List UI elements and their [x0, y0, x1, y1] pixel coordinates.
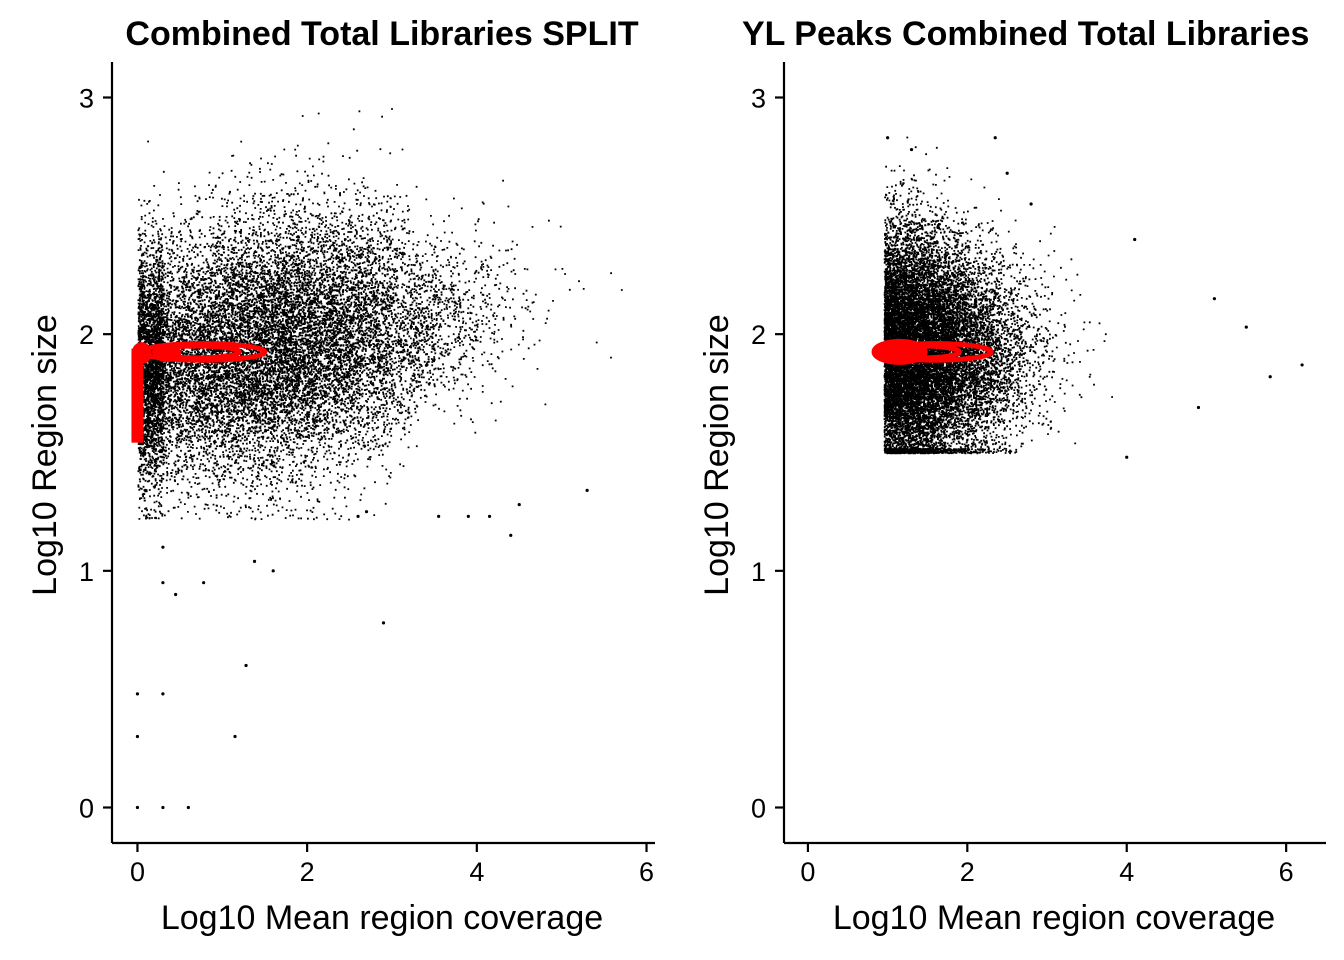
- scatter-point-left-14: [161, 545, 165, 549]
- y-axis-title-right: Log10 Region size: [698, 314, 736, 596]
- y-tick-label-left-0: 0: [79, 794, 94, 824]
- scatter-point-left-4: [233, 734, 237, 739]
- scatter-point-left-2: [186, 805, 190, 810]
- scatter-cloud-right: [883, 136, 1113, 455]
- density-contours-left: [131, 341, 268, 443]
- scatter-point-right-4: [1005, 171, 1009, 175]
- scatter-point-left-22: [364, 510, 369, 514]
- y-tick-label-right-0: 0: [751, 794, 766, 824]
- scatter-point-left-1: [161, 805, 165, 810]
- scatter-point-right-2: [909, 147, 914, 152]
- x-axis-title-left: Log10 Mean region coverage: [161, 899, 603, 937]
- scatter-point-left-17: [517, 502, 521, 507]
- density-core-mid-left: [153, 344, 182, 363]
- y-ticks-right: 0 1 2 3: [751, 84, 784, 824]
- scatter-point-left-12: [252, 559, 257, 563]
- y-tick-label-right-3: 3: [751, 84, 766, 114]
- scatter-point-left-0: [135, 805, 140, 810]
- plot-title-left: Combined Total Libraries SPLIT: [125, 15, 638, 53]
- density-core-bar-left: [131, 348, 144, 443]
- scatter-point-left-11: [202, 581, 206, 585]
- x-tick-label-right-2: 4: [1119, 857, 1134, 887]
- scatter-point-left-10: [174, 592, 178, 597]
- scatter-point-left-18: [437, 514, 441, 519]
- scatter-point-left-7: [244, 663, 248, 668]
- x-tick-label-left-3: 6: [639, 857, 654, 887]
- x-ticks-right: 0 2 4 6: [800, 843, 1294, 887]
- scatter-point-right-6: [1212, 297, 1217, 301]
- x-ticks-left: 0 2 4 6: [130, 843, 654, 887]
- x-tick-label-right-0: 0: [800, 857, 815, 887]
- panel-right: 0 2 4 6 0 1 2 3 YL Peaks Combined Total Librar…: [698, 15, 1326, 937]
- x-tick-label-left-2: 4: [469, 857, 484, 887]
- scatter-point-left-8: [381, 621, 386, 625]
- scatter-cloud-left: [137, 108, 623, 521]
- scatter-point-right-8: [1300, 363, 1304, 367]
- scatter-point-right-10: [1196, 405, 1201, 410]
- density-contours-right: [871, 338, 994, 365]
- x-tick-label-right-1: 2: [960, 857, 975, 887]
- axes-left: 0 2 4 6 0 1 2 3: [79, 62, 655, 887]
- scatter-point-right-3: [1029, 202, 1033, 206]
- scatter-point-right-9: [1268, 375, 1272, 379]
- density-core-left: [131, 342, 152, 365]
- x-tick-label-left-0: 0: [130, 857, 145, 887]
- scatter-point-left-9: [161, 581, 165, 585]
- scatter-point-left-3: [135, 734, 140, 739]
- scatter-point-right-0: [886, 136, 890, 140]
- scatter-point-left-21: [356, 514, 360, 519]
- density-core-right: [871, 338, 928, 365]
- panel-left: 0 2 4 6 0 1 2 3 Combined Total Libraries SPLIT…: [26, 15, 655, 937]
- y-axis-title-left: Log10 Region size: [26, 314, 64, 596]
- scatter-point-right-5: [1133, 237, 1137, 242]
- plot-title-right: YL Peaks Combined Total Libraries: [742, 15, 1309, 53]
- scatter-point-left-6: [161, 692, 165, 696]
- scatter-point-left-5: [135, 692, 140, 696]
- scatter-points-right: [883, 136, 1304, 459]
- scatter-point-left-13: [271, 569, 275, 573]
- axes-right: 0 2 4 6 0 1 2 3: [751, 62, 1326, 887]
- x-tick-label-right-3: 6: [1279, 857, 1294, 887]
- y-ticks-left: 0 1 2 3: [79, 84, 112, 824]
- y-tick-label-right-2: 2: [751, 320, 766, 350]
- scatter-point-left-19: [466, 514, 470, 519]
- scatter-points-left: [135, 108, 623, 810]
- y-tick-label-left-1: 1: [79, 557, 94, 587]
- x-tick-label-left-1: 2: [300, 857, 315, 887]
- scatter-point-right-7: [1244, 325, 1248, 329]
- y-tick-label-left-2: 2: [79, 320, 94, 350]
- scatter-point-left-16: [509, 533, 513, 537]
- scatter-point-left-20: [487, 514, 492, 519]
- y-tick-label-left-3: 3: [79, 84, 94, 114]
- x-axis-title-right: Log10 Mean region coverage: [833, 899, 1275, 937]
- y-tick-label-right-1: 1: [751, 557, 766, 587]
- scatter-point-right-1: [993, 136, 997, 140]
- scatter-point-right-11: [1125, 455, 1129, 459]
- scatter-point-left-15: [585, 488, 589, 492]
